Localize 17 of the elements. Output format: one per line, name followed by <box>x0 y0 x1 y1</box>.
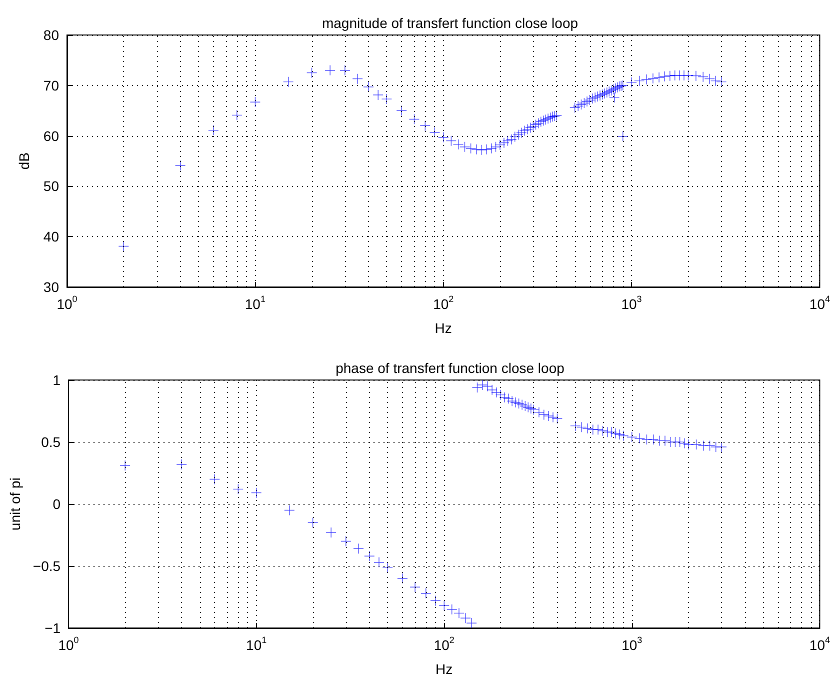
y-tick-label: 70 <box>43 77 60 94</box>
y-tick-label: 1 <box>52 372 61 388</box>
y-axis-title: unit of pi <box>7 478 23 530</box>
y-tick-label: 60 <box>43 128 60 144</box>
y-tick-label: 30 <box>43 279 60 295</box>
y-tick-label: 80 <box>43 27 60 43</box>
y-tick-label: 50 <box>43 178 60 194</box>
y-tick-label: 0 <box>52 496 61 512</box>
chart-title: phase of transfert function close loop <box>336 360 565 376</box>
x-axis-title: Hz <box>436 661 453 677</box>
y-tick-label: −0.5 <box>32 558 61 574</box>
y-tick-label: 0.5 <box>41 434 61 450</box>
y-axis-title: dB <box>16 152 32 170</box>
x-axis-title: Hz <box>434 320 452 336</box>
y-tick-label: −1 <box>44 620 61 636</box>
y-tick-label: 40 <box>43 228 60 245</box>
chart-title: magnitude of transfert function close loop <box>322 15 578 31</box>
